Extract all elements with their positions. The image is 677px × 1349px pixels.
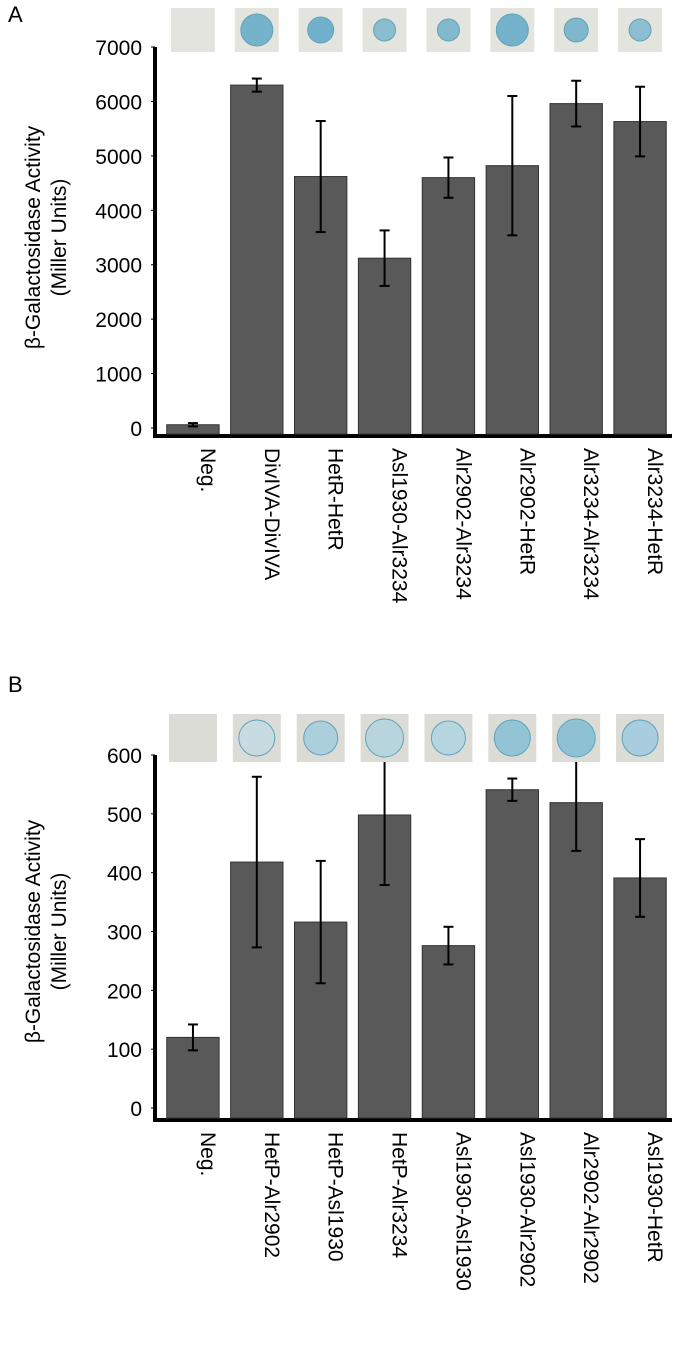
x-tick-label: HetR-HetR xyxy=(324,448,347,551)
x-tick-label: Alr2902-HetR xyxy=(515,448,538,575)
y-tick-label: 400 xyxy=(107,863,142,886)
error-bar xyxy=(443,925,454,966)
y-axis-title: β-Galactosidase Activity (Miller Units) xyxy=(22,125,71,349)
y-tick-label: 4000 xyxy=(95,200,142,223)
colony-spot xyxy=(307,16,335,44)
x-tick-label: Neg. xyxy=(196,448,219,492)
bar xyxy=(357,257,412,435)
colony-spot xyxy=(556,718,596,758)
error-bar xyxy=(379,229,390,287)
colony-spot xyxy=(436,18,460,42)
y-tick-label: 1000 xyxy=(95,364,142,387)
y-tick-label: 100 xyxy=(107,1039,142,1062)
colony-spot xyxy=(621,719,659,757)
y-tick-label: 6000 xyxy=(95,91,142,114)
colony-spot xyxy=(373,18,397,42)
bar xyxy=(421,177,476,435)
error-bar xyxy=(635,838,646,918)
bar xyxy=(549,103,603,435)
x-tick-label: Neg. xyxy=(196,1132,219,1176)
y-tick-label: 2000 xyxy=(95,309,142,332)
error-bar xyxy=(251,775,262,949)
bar xyxy=(421,945,476,1119)
y-axis-title-line: (Miller Units) xyxy=(48,873,71,991)
x-tick-label: HetP-Asl1930 xyxy=(324,1132,347,1262)
x-tick-label: Asl1930-Alr2902 xyxy=(515,1132,538,1287)
panel-label: B xyxy=(8,672,23,697)
bar xyxy=(549,802,603,1119)
colony-spot xyxy=(493,719,531,757)
error-bar xyxy=(571,79,582,128)
colony-spot xyxy=(628,18,652,42)
y-tick-label: 300 xyxy=(107,922,142,945)
y-axis-title-line: β-Galactosidase Activity xyxy=(22,819,45,1043)
y-tick-label: 600 xyxy=(107,745,142,768)
x-tick-label: Asl1930-Alr3234 xyxy=(388,448,411,604)
x-tick-label: Alr3234-Alr3234 xyxy=(579,448,602,600)
error-bar xyxy=(507,777,518,802)
colony-spot xyxy=(495,13,529,47)
x-tick-label: Alr2902-Alr2902 xyxy=(579,1132,602,1284)
y-tick-label: 200 xyxy=(107,980,142,1003)
colony-spot xyxy=(240,13,274,47)
bar xyxy=(613,877,667,1119)
bar xyxy=(613,121,667,435)
y-tick-label: 5000 xyxy=(95,146,142,169)
colony-spot xyxy=(430,720,466,756)
error-bar xyxy=(187,422,198,428)
error-bar xyxy=(315,120,326,234)
x-tick-label: DivIVA-DivIVA xyxy=(260,448,283,580)
colony-spot xyxy=(563,17,589,43)
colony-spot xyxy=(303,720,339,756)
y-tick-label: 7000 xyxy=(95,37,142,60)
x-tick-label: Alr2902-Alr3234 xyxy=(451,448,474,600)
x-tick-label: Alr3234-HetR xyxy=(643,448,666,575)
y-axis-title: β-Galactosidase Activity (Miller Units) xyxy=(22,819,71,1043)
error-bar xyxy=(315,859,326,985)
error-bar xyxy=(187,1023,198,1052)
error-bar xyxy=(251,77,262,93)
x-tick-label: HetP-Alr3234 xyxy=(388,1132,411,1258)
bar xyxy=(230,84,284,435)
colony-spot xyxy=(238,719,276,757)
y-tick-label: 0 xyxy=(130,1098,142,1121)
colony-photo xyxy=(170,8,215,52)
error-bar xyxy=(635,85,646,158)
y-tick-label: 0 xyxy=(130,418,142,441)
bar xyxy=(485,789,540,1119)
error-bar xyxy=(443,156,454,199)
panel-label: A xyxy=(8,2,23,27)
y-tick-label: 3000 xyxy=(95,255,142,278)
colony-spot xyxy=(365,718,405,758)
error-bar xyxy=(507,94,518,237)
x-tick-label: HetP-Alr2902 xyxy=(260,1132,283,1258)
x-tick-label: Asl1930-HetR xyxy=(643,1132,666,1263)
colony-photo xyxy=(168,714,217,762)
x-tick-label: Asl1930-Asl1930 xyxy=(451,1132,474,1291)
y-tick-label: 500 xyxy=(107,804,142,827)
y-axis-title-line: (Miller Units) xyxy=(48,179,71,297)
y-axis-title-line: β-Galactosidase Activity xyxy=(22,125,45,349)
